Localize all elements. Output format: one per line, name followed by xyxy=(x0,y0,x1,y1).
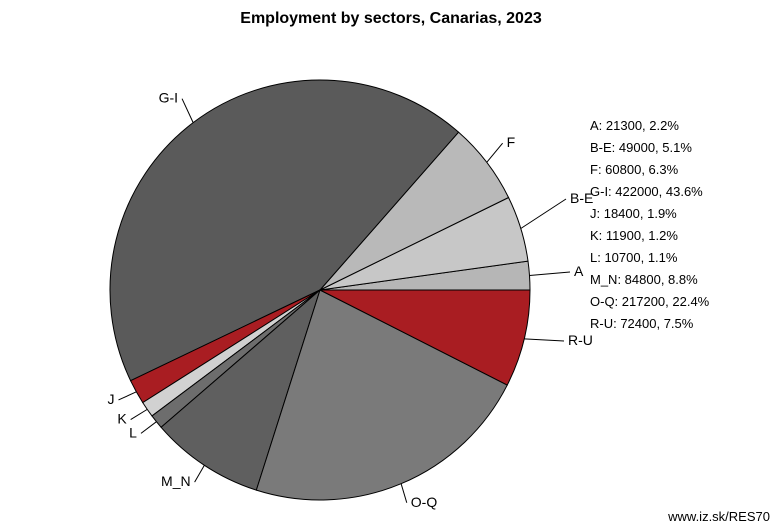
leader-line xyxy=(529,272,570,276)
leader-line xyxy=(141,422,156,434)
leader-line xyxy=(131,409,148,419)
legend-line: A: 21300, 2.2% xyxy=(590,118,679,133)
slice-label-R-U: R-U xyxy=(568,332,593,348)
slice-label-K: K xyxy=(117,411,127,427)
leader-line xyxy=(195,465,205,482)
legend-line: F: 60800, 6.3% xyxy=(590,162,679,177)
leader-line xyxy=(524,339,564,341)
slice-label-O-Q: O-Q xyxy=(411,494,438,510)
slice-label-M_N: M_N xyxy=(161,473,191,489)
chart-container: Employment by sectors, Canarias, 2023 AB… xyxy=(0,0,782,532)
pie-chart: AB-EFG-IJKLM_NO-QR-UA: 21300, 2.2%B-E: 4… xyxy=(0,0,782,532)
legend-line: J: 18400, 1.9% xyxy=(590,206,677,221)
legend-line: M_N: 84800, 8.8% xyxy=(590,272,698,287)
source-footer: www.iz.sk/RES70 xyxy=(668,509,770,524)
leader-line xyxy=(182,99,193,123)
legend-line: O-Q: 217200, 22.4% xyxy=(590,294,710,309)
legend-line: G-I: 422000, 43.6% xyxy=(590,184,703,199)
leader-line xyxy=(487,143,503,162)
legend-line: R-U: 72400, 7.5% xyxy=(590,316,694,331)
legend-line: L: 10700, 1.1% xyxy=(590,250,678,265)
leader-line xyxy=(401,484,407,503)
legend-line: B-E: 49000, 5.1% xyxy=(590,140,692,155)
leader-line xyxy=(521,199,566,229)
leader-line xyxy=(118,392,136,400)
slice-label-J: J xyxy=(107,391,114,407)
slice-label-L: L xyxy=(129,424,137,440)
slice-label-A: A xyxy=(574,263,584,279)
slice-label-G-I: G-I xyxy=(159,90,178,106)
legend-line: K: 11900, 1.2% xyxy=(590,228,678,243)
slice-label-F: F xyxy=(507,134,516,150)
